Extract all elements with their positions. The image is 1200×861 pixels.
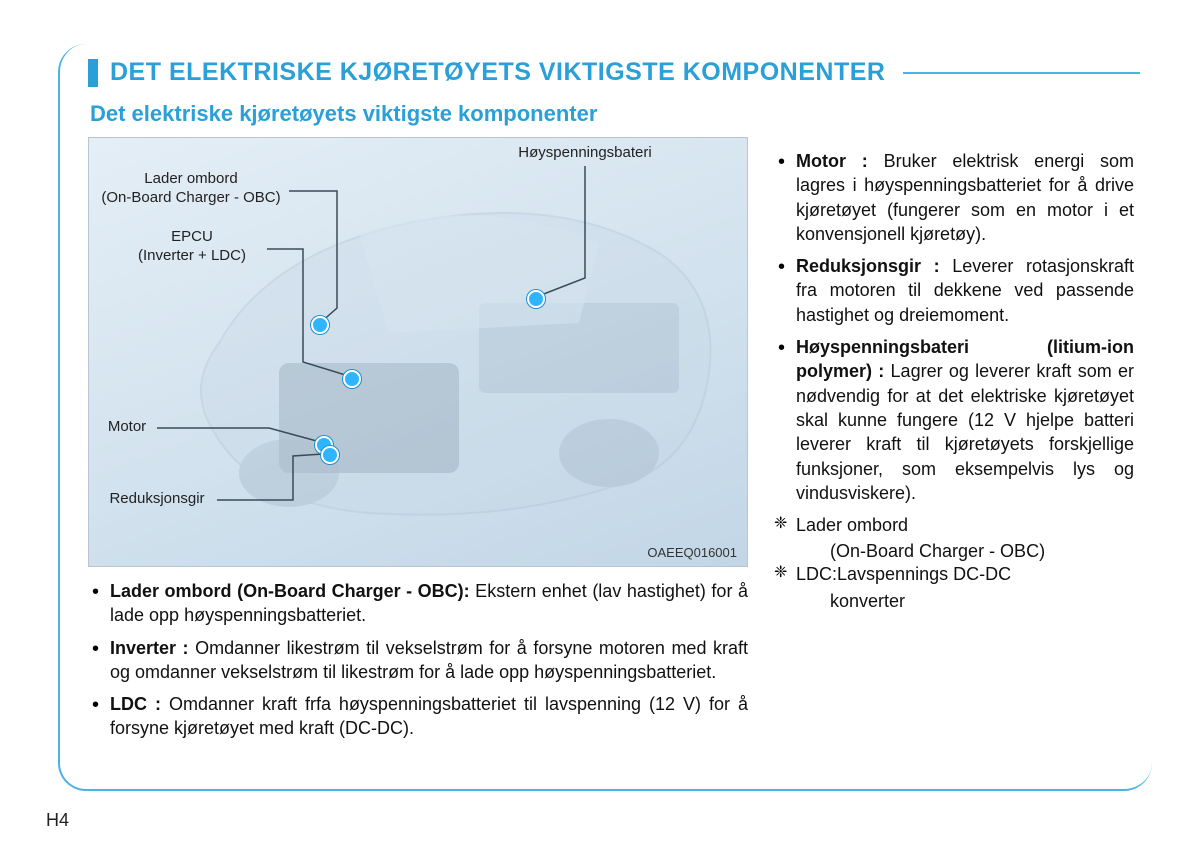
page-number: H4 [46, 810, 69, 831]
two-column-layout: HøyspenningsbateriLader ombord(On-Board … [88, 137, 1140, 749]
bullet-text: Omdanner likestrøm til vekselstrøm for å… [110, 638, 748, 682]
page-header: DET ELEKTRISKE KJØRETØYETS VIKTIGSTE KOM… [110, 58, 885, 87]
bullet-term: Lader ombord (On-Board Charger - OBC): [110, 581, 470, 601]
bullet-term: Inverter : [110, 638, 189, 658]
callout-marker-obc [311, 316, 329, 334]
header-row: DET ELEKTRISKE KJØRETØYETS VIKTIGSTE KOM… [88, 58, 1140, 87]
right-column: Motor : Bruker elektrisk energi som lagr… [774, 137, 1134, 612]
page-subheader: Det elektriske kjøretøyets viktigste kom… [90, 101, 1140, 127]
note-item: Lader ombord [774, 513, 1134, 537]
callout-marker-reduction-gear [321, 446, 339, 464]
bullet-term: Reduksjonsgir : [796, 256, 940, 276]
callout-marker-epcu [343, 370, 361, 388]
bullet-item: Reduksjonsgir : Leverer rotasjonskraft f… [774, 254, 1134, 327]
page-content: DET ELEKTRISKE KJØRETØYETS VIKTIGSTE KOM… [88, 58, 1140, 803]
bullet-text: Lagrer og leverer kraft som er nødvendig… [796, 361, 1134, 502]
note-subline: (On-Board Charger - OBC) [774, 541, 1134, 562]
callout-label-motor: Motor [97, 418, 157, 437]
callout-label-reduction-gear: Reduksjonsgir [97, 490, 217, 509]
callout-label-epcu: EPCU(Inverter + LDC) [117, 228, 267, 266]
bullet-item: LDC : Omdanner kraft frfa høyspenningsba… [88, 692, 748, 741]
bullet-item: Inverter : Omdanner likestrøm til veksel… [88, 636, 748, 685]
bullet-item: Motor : Bruker elektrisk energi som lagr… [774, 149, 1134, 246]
notes-list-right: Lader ombord (On-Board Charger - OBC)LDC:… [774, 513, 1134, 612]
bullet-item: Lader ombord (On-Board Charger - OBC): E… [88, 579, 748, 628]
callout-label-obc: Lader ombord(On-Board Charger - OBC) [93, 170, 289, 208]
vehicle-diagram: Høyspenningsbateri Lader ombord(On-Board … [88, 137, 748, 567]
callout-marker-hv-battery [527, 290, 545, 308]
note-item: LDC:Lavspennings DC-DC [774, 562, 1134, 586]
header-accent-bar [88, 59, 98, 87]
bullet-item: Høyspenningsbateri (litium-ion polymer) … [774, 335, 1134, 505]
bullet-list-left: Lader ombord (On-Board Charger - OBC): E… [88, 579, 748, 741]
bullet-text: Omdanner kraft frfa høyspenningsbatterie… [110, 694, 748, 738]
header-rule [903, 72, 1140, 74]
diagram-code: OAEEQ016001 [647, 545, 737, 560]
bullet-list-right: Motor : Bruker elektrisk energi som lagr… [774, 149, 1134, 505]
bullet-term: LDC : [110, 694, 161, 714]
callout-label-hv-battery: Høyspenningsbateri [485, 144, 685, 163]
note-subline: konverter [774, 591, 1134, 612]
bullet-term: Motor : [796, 151, 868, 171]
left-column: Høyspenningsbateri Lader ombord(On-Board … [88, 137, 748, 749]
